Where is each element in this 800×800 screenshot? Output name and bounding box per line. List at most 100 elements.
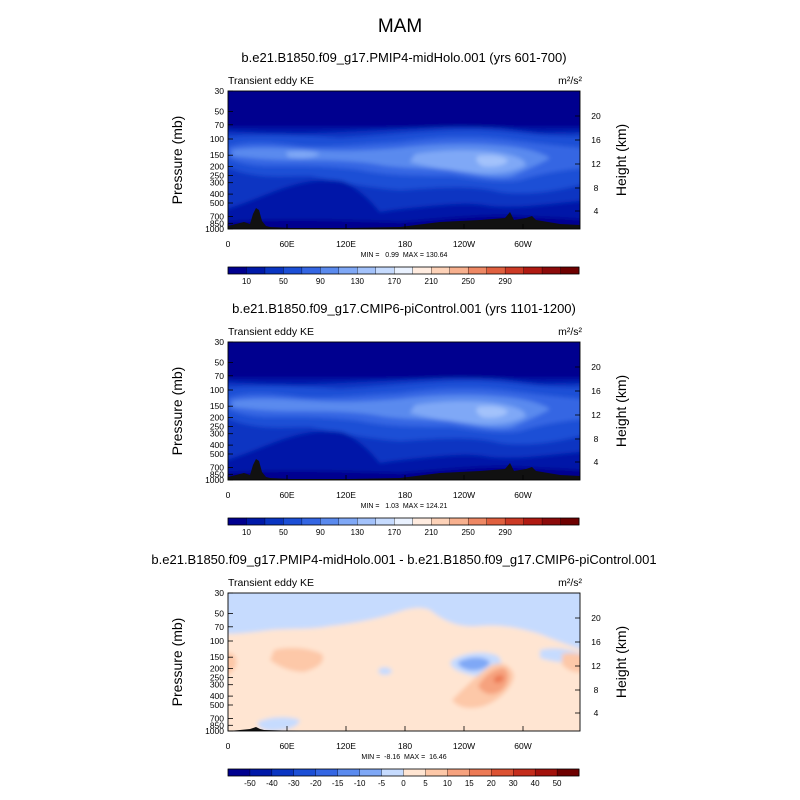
- colorbar-box: [412, 517, 432, 526]
- y-tick: 50: [215, 357, 233, 367]
- y-tick-label: 100: [210, 134, 224, 144]
- colorbar-box: [293, 768, 317, 777]
- min-max-stats: MIN = -8.16 MAX = 16.46: [361, 754, 446, 761]
- colorbar-box: [469, 768, 492, 777]
- colorbar-box: [359, 768, 383, 777]
- y-tick: 150: [210, 150, 233, 160]
- variable-label: Transient eddy KE: [228, 577, 314, 589]
- y-tick: 300: [210, 429, 233, 439]
- variable-label: Transient eddy KE: [228, 326, 314, 338]
- y-tick-label: 200: [210, 413, 224, 423]
- x-tick: 60E: [279, 475, 295, 500]
- min-max-stats: MIN = 0.99 MAX = 130.64: [361, 252, 448, 259]
- colorbar-box: [227, 768, 251, 777]
- colorbar: 10 50 90 130 170 210 250 290: [227, 517, 580, 537]
- colorbar-box: [449, 517, 469, 526]
- colorbar-labels: 10 50 90 130 170 210 250 290: [242, 277, 512, 286]
- colorbar-label: 170: [388, 277, 402, 286]
- y-tick-label: 400: [210, 440, 224, 450]
- height-tick-label: 8: [594, 434, 599, 444]
- height-tick-label: 4: [594, 206, 599, 216]
- x-axis-ticks: 0 60E 120E 180 120W 60W: [226, 475, 532, 500]
- x-tick-label: 120E: [336, 239, 356, 249]
- x-tick-label: 60E: [279, 741, 294, 751]
- panel-title: b.e21.B1850.f09_g17.PMIP4-midHolo.001 - …: [151, 552, 656, 567]
- y-tick: 700: [210, 211, 233, 221]
- colorbar-box: [283, 266, 303, 275]
- y-axis-label-right: Height (km): [613, 124, 629, 196]
- y-tick-label: 150: [210, 150, 224, 160]
- height-tick: 8: [575, 183, 599, 193]
- panel-title: b.e21.B1850.f09_g17.PMIP4-midHolo.001 (y…: [241, 50, 566, 65]
- y-tick-label: 850: [210, 218, 224, 228]
- height-tick: 12: [575, 410, 601, 420]
- colorbar-box: [227, 266, 247, 275]
- colorbar-label: 130: [351, 277, 365, 286]
- colorbar-label: -30: [288, 779, 300, 788]
- x-tick: 180: [398, 726, 412, 751]
- panel-midholo: b.e21.B1850.f09_g17.PMIP4-midHolo.001 (y…: [169, 50, 629, 286]
- contour-band: [562, 653, 580, 673]
- colorbar-box: [283, 517, 303, 526]
- y-axis-label-right: Height (km): [613, 375, 629, 447]
- x-tick-label: 0: [226, 490, 231, 500]
- colorbar-label: 290: [498, 528, 512, 537]
- y-tick-label: 250: [210, 673, 224, 683]
- x-tick-label: 60W: [514, 490, 531, 500]
- colorbar-label: 210: [425, 277, 439, 286]
- units-label: m²/s²: [558, 326, 582, 338]
- y-tick-label: 50: [215, 357, 225, 367]
- y-tick-label: 300: [210, 178, 224, 188]
- y-tick-label: 500: [210, 198, 224, 208]
- colorbar-box: [412, 266, 432, 275]
- colorbar-box: [467, 517, 488, 526]
- height-tick: 12: [575, 661, 601, 671]
- height-tick: 16: [575, 135, 601, 145]
- y-tick: 400: [210, 440, 233, 450]
- variable-label: Transient eddy KE: [228, 75, 314, 87]
- x-tick: 120W: [453, 475, 475, 500]
- y-tick: 200: [210, 413, 233, 423]
- contour-band: [228, 377, 580, 385]
- contour-band: [476, 406, 508, 418]
- topography-profile: [228, 727, 300, 731]
- y-tick: 30: [215, 588, 233, 598]
- colorbar-box: [301, 266, 321, 275]
- topography-profile: [228, 208, 580, 229]
- y-tick: 850: [210, 720, 233, 730]
- height-tick: 4: [575, 457, 599, 467]
- y-tick: 500: [210, 700, 233, 710]
- colorbar-box: [375, 517, 395, 526]
- topography: [228, 208, 580, 229]
- y-tick-label: 150: [210, 652, 224, 662]
- y-tick: 400: [210, 189, 233, 199]
- contour-band: [494, 675, 504, 683]
- y-tick-label: 150: [210, 401, 224, 411]
- colorbar-boxes: [227, 266, 580, 275]
- x-tick-label: 0: [226, 239, 231, 249]
- panel-title: b.e21.B1850.f09_g17.CMIP6-piControl.001 …: [232, 301, 576, 316]
- colorbar-label: 290: [498, 277, 512, 286]
- height-tick: 16: [575, 637, 601, 647]
- contour-band: [458, 657, 490, 671]
- y-tick: 700: [210, 462, 233, 472]
- y-tick: 100: [210, 385, 233, 395]
- contour-field: [228, 91, 580, 229]
- colorbar-box: [504, 266, 525, 275]
- colorbar-box: [560, 517, 580, 526]
- x-tick-label: 180: [398, 239, 412, 249]
- y-tick-label: 500: [210, 449, 224, 459]
- plot-frame: [227, 341, 581, 481]
- x-tick: 60E: [279, 224, 295, 249]
- y-tick-label: 700: [210, 211, 224, 221]
- colorbar-box: [541, 266, 561, 275]
- colorbar-label: 10: [242, 277, 251, 286]
- colorbar-label: -40: [266, 779, 278, 788]
- colorbar-box: [523, 517, 543, 526]
- colorbar-box: [320, 266, 340, 275]
- colorbar-label: 250: [461, 277, 475, 286]
- y-tick-label: 700: [210, 713, 224, 723]
- x-tick: 120E: [336, 475, 356, 500]
- x-tick: 120W: [453, 224, 475, 249]
